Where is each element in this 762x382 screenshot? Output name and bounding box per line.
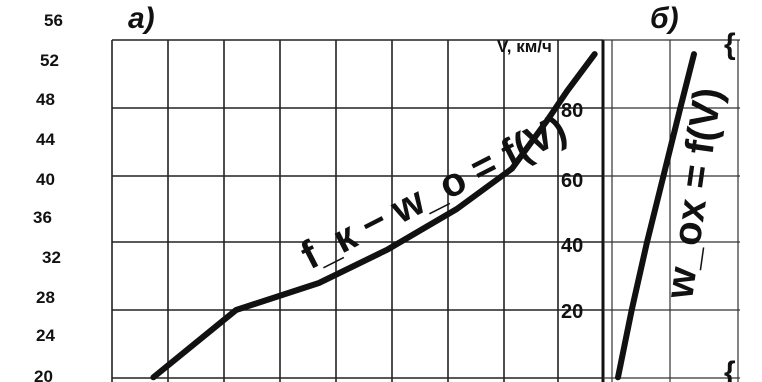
v-tick-label: 60 [561,170,583,192]
y-tick-label: 36 [33,208,52,227]
v-tick-labels: 80 60 40 20 [561,100,583,323]
y-tick-label: 48 [36,90,55,109]
y-tick-label: 24 [36,326,55,345]
y-tick-labels: 56 52 48 44 40 36 32 28 24 20 [33,11,63,382]
y-tick-label: 44 [36,130,55,149]
curve-label-b: w_ox = f(V) [657,85,730,302]
y-tick-label: 56 [44,11,63,30]
curve-fk-minus-wo [150,51,598,381]
panel-label-b: б) [650,2,679,35]
grid-panel-a [111,39,605,382]
v-axis-title: V, км/ч [497,37,552,56]
v-tick-label: 40 [561,235,583,257]
grid-panel-b [603,39,740,382]
panel-label-a: а) [128,2,155,35]
y-tick-label: 32 [42,248,61,267]
v-tick-label: 20 [561,301,583,323]
y-tick-label: 40 [36,170,55,189]
y-tick-label: 28 [36,288,55,307]
v-tick-label: 80 [561,100,583,122]
curve-wox [615,51,697,381]
y-tick-label: 52 [40,51,59,70]
break-mark-bottom: { [724,356,736,382]
y-tick-label: 20 [34,367,53,382]
break-mark-top: { [724,28,736,61]
